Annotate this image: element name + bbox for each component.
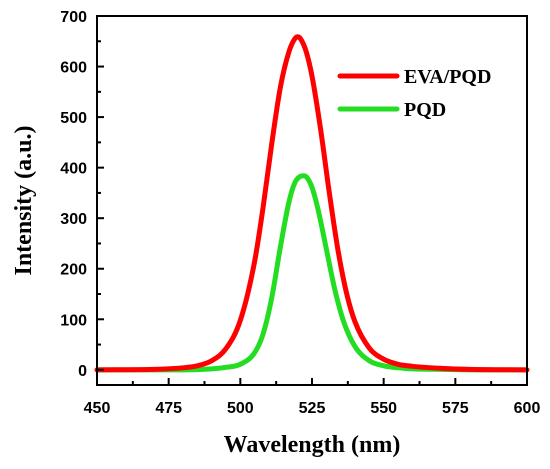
x-tick-label: 575 — [442, 400, 469, 417]
x-tick-label: 550 — [370, 400, 397, 417]
x-axis-title: Wavelength (nm) — [224, 432, 401, 458]
x-tick-label: 525 — [299, 400, 326, 417]
tick-labels: 450 475 500 525 550 575 600 0 100 200 300 400 500 600… — [60, 9, 540, 417]
y-tick-label: 100 — [60, 312, 87, 329]
legend-label-0: EVA/PQD — [404, 66, 491, 88]
series-line-1 — [94, 173, 530, 373]
legend: EVA/PQD PQD — [337, 66, 491, 121]
x-tick-label: 500 — [227, 400, 254, 417]
y-tick-label: 200 — [60, 262, 87, 279]
y-tick-label: 0 — [78, 363, 87, 380]
plot-area — [94, 34, 530, 373]
x-tick-label: 475 — [155, 400, 182, 417]
y-tick-label: 400 — [60, 161, 87, 178]
x-tick-label: 450 — [84, 400, 111, 417]
x-tick-label: 600 — [514, 400, 541, 417]
legend-label-1: PQD — [404, 99, 446, 121]
y-tick-label: 700 — [60, 9, 87, 26]
series-line-0 — [94, 34, 530, 373]
y-tick-label: 300 — [60, 211, 87, 228]
ticks — [96, 15, 528, 385]
y-tick-label: 600 — [60, 60, 87, 77]
y-axis-title: Intensity (a.u.) — [11, 125, 37, 275]
y-tick-label: 500 — [60, 110, 87, 127]
